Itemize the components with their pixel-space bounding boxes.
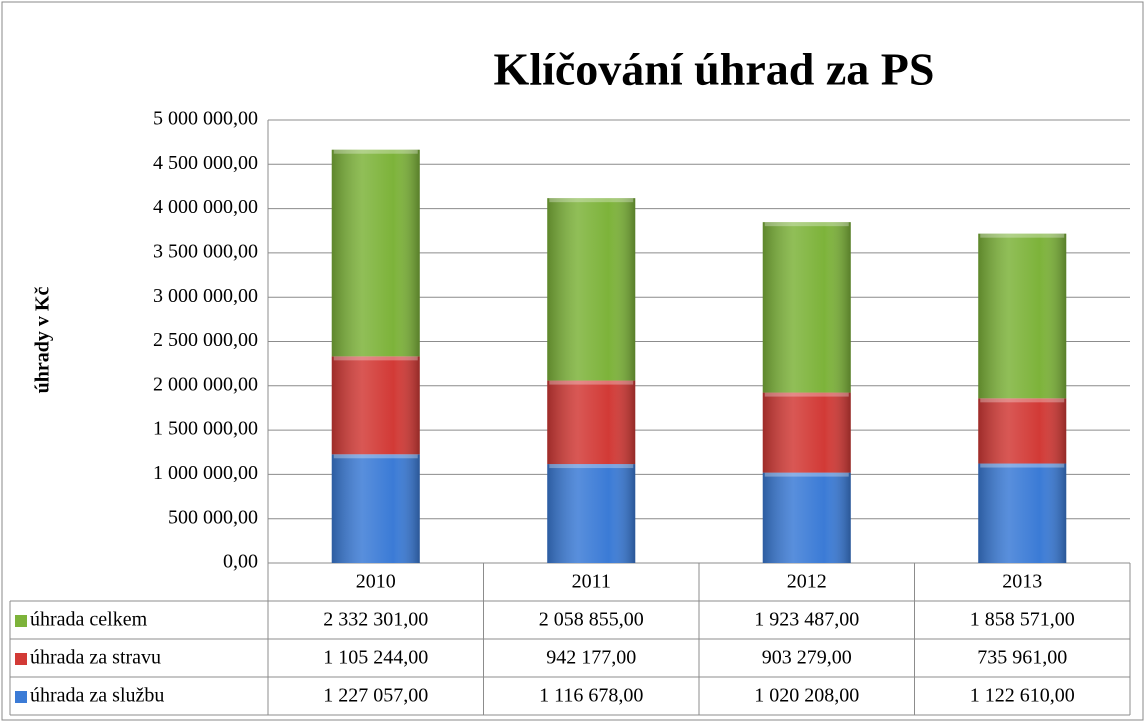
bar-shade <box>331 149 420 357</box>
bar-shade <box>762 472 851 563</box>
bar-highlight <box>549 198 634 203</box>
table-value: 1 116 678,00 <box>539 685 643 707</box>
table-value: 1 020 208,00 <box>754 685 859 707</box>
table-value: 1 122 610,00 <box>970 685 1075 707</box>
y-axis-label: úhrady v Kč <box>32 287 54 394</box>
bar-highlight <box>980 463 1065 468</box>
y-tick-label: 3 000 000,00 <box>153 285 258 307</box>
bar-shade <box>547 198 636 381</box>
bar-shade <box>547 464 636 563</box>
table-value: 1 923 487,00 <box>754 609 859 631</box>
x-tick-label: 2010 <box>356 571 396 593</box>
bar-highlight <box>333 454 418 459</box>
table-value: 942 177,00 <box>546 647 636 669</box>
legend-label: úhrada za stravu <box>30 647 161 669</box>
chart-title: Klíčování úhrad za PS <box>494 44 935 95</box>
bar-shade <box>331 356 420 455</box>
bar-highlight <box>333 356 418 361</box>
legend-label: úhrada celkem <box>30 609 148 631</box>
bar-shade <box>762 392 851 473</box>
y-tick-label: 3 500 000,00 <box>153 240 258 262</box>
table-value: 2 058 855,00 <box>539 609 644 631</box>
table-value: 2 332 301,00 <box>323 609 428 631</box>
bar-highlight <box>764 392 849 397</box>
legend-key <box>15 653 27 665</box>
table-value: 1 105 244,00 <box>323 647 428 669</box>
y-tick-label: 1 000 000,00 <box>153 462 258 484</box>
bar-highlight <box>980 398 1065 403</box>
bar-shade <box>978 398 1067 464</box>
x-tick-label: 2011 <box>572 571 611 593</box>
legend-key <box>15 615 27 627</box>
bar-highlight <box>333 149 418 154</box>
bar-shade <box>331 454 420 563</box>
y-tick-label: 5 000 000,00 <box>153 108 258 130</box>
y-tick-label: 4 000 000,00 <box>153 196 258 218</box>
legend-label: úhrada za službu <box>30 685 164 707</box>
x-tick-label: 2013 <box>1002 571 1042 593</box>
legend-key <box>15 691 27 703</box>
bar-shade <box>547 380 636 465</box>
y-tick-label: 2 000 000,00 <box>153 373 258 395</box>
x-tick-label: 2012 <box>787 571 827 593</box>
y-tick-label: 2 500 000,00 <box>153 329 258 351</box>
bar-highlight <box>764 472 849 477</box>
bar-highlight <box>980 233 1065 238</box>
y-tick-label: 500 000,00 <box>168 506 258 528</box>
bar-shade <box>978 233 1067 399</box>
table-value: 1 227 057,00 <box>323 685 428 707</box>
table-value: 735 961,00 <box>977 647 1067 669</box>
table-value: 903 279,00 <box>762 647 852 669</box>
bar-shade <box>762 222 851 393</box>
table-value: 1 858 571,00 <box>970 609 1075 631</box>
y-tick-label: 4 500 000,00 <box>153 152 258 174</box>
bar-highlight <box>549 464 634 469</box>
bar-highlight <box>764 222 849 227</box>
bar-highlight <box>549 380 634 385</box>
y-tick-label: 1 500 000,00 <box>153 418 258 440</box>
y-tick-label: 0,00 <box>223 551 258 573</box>
bar-shade <box>978 463 1067 563</box>
